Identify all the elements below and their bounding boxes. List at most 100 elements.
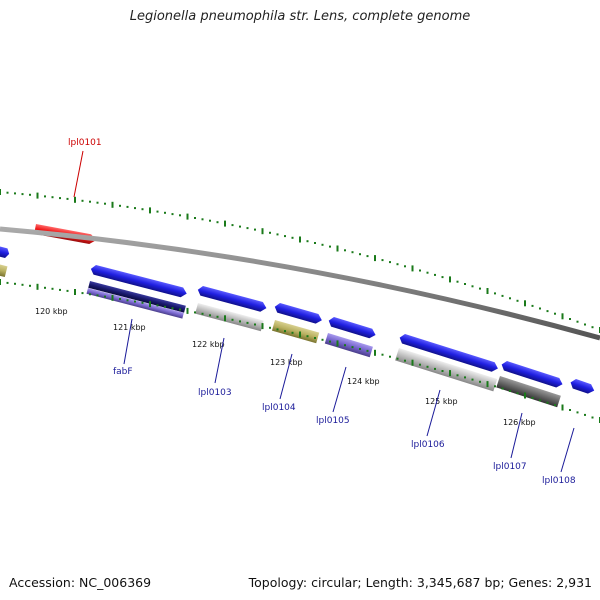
inner-dotted-ring xyxy=(0,279,600,423)
gene-lpl0103[interactable] xyxy=(197,285,268,313)
ring-dot xyxy=(539,307,541,310)
ring-dot xyxy=(134,207,136,210)
ring-dot xyxy=(306,335,309,338)
gene-lpl0104[interactable] xyxy=(273,302,323,325)
gene-label-lpl0108[interactable]: lpl0108 xyxy=(542,476,576,486)
ring-tick xyxy=(149,301,151,308)
ring-dot xyxy=(44,195,46,198)
ring-tick xyxy=(411,265,414,272)
ring-dot xyxy=(321,243,324,246)
ring-dot xyxy=(216,221,219,224)
ring-dot xyxy=(351,346,354,349)
gene-lpl0108[interactable] xyxy=(569,378,596,396)
ring-dot xyxy=(179,214,181,217)
category-bar-lpl0107-dark xyxy=(496,376,561,408)
gene-label-lpl0106[interactable]: lpl0106 xyxy=(411,440,445,450)
tick-label: 121 kbp xyxy=(113,323,146,332)
ring-dot xyxy=(179,308,181,311)
gene-label-lpl0101[interactable]: lpl0101 xyxy=(68,138,102,148)
ring-dot xyxy=(209,219,211,222)
ring-dot xyxy=(81,199,84,202)
ring-tick xyxy=(299,331,301,338)
ring-dot xyxy=(434,367,436,370)
gene-label-fabF[interactable]: fabF xyxy=(113,367,133,377)
ring-dot xyxy=(126,205,129,208)
ring-dot xyxy=(434,273,436,276)
gene-label-lpl0105[interactable]: lpl0105 xyxy=(316,416,350,426)
outer-dotted-ring xyxy=(0,189,600,333)
ring-dot xyxy=(14,192,16,195)
ring-dot xyxy=(6,281,9,284)
ring-dot xyxy=(164,211,166,214)
ring-dot xyxy=(239,320,241,323)
ring-dot xyxy=(306,240,309,243)
ring-dot xyxy=(59,197,61,200)
genome-summary-text: Topology: circular; Length: 3,345,687 bp… xyxy=(248,575,592,590)
ring-dot xyxy=(539,399,541,402)
ring-dot xyxy=(269,326,271,329)
ring-dot xyxy=(329,340,331,343)
ring-tick xyxy=(111,201,114,208)
ring-dot xyxy=(291,236,294,239)
ring-tick xyxy=(0,279,1,285)
ring-dot xyxy=(201,218,204,221)
ring-dot xyxy=(381,259,384,262)
tick-label: 123 kbp xyxy=(270,358,303,367)
tick-label: 124 kbp xyxy=(347,377,380,386)
ring-dot xyxy=(359,253,361,256)
ring-dot xyxy=(119,204,121,207)
ring-dot xyxy=(464,376,466,379)
gene-lpl0106[interactable] xyxy=(398,333,499,374)
ring-dot xyxy=(194,217,196,219)
ring-dot xyxy=(591,326,594,329)
accession-text: Accession: NC_006369 xyxy=(9,575,152,590)
gene-lpl0107[interactable] xyxy=(500,360,564,389)
ring-dot xyxy=(104,202,106,205)
ring-dot xyxy=(21,283,24,286)
ring-dot xyxy=(66,197,69,200)
ring-dot xyxy=(471,378,474,381)
gene-label-lpl0107[interactable]: lpl0107 xyxy=(493,462,527,472)
ring-dot xyxy=(344,249,346,252)
ring-dot xyxy=(396,263,399,266)
ring-tick xyxy=(336,340,339,347)
ring-dot xyxy=(89,293,91,296)
ring-dot xyxy=(479,287,481,290)
tick-label: 125 kbp xyxy=(425,397,458,406)
ring-tick xyxy=(561,404,564,411)
ring-dot xyxy=(51,287,54,290)
genome-backbone xyxy=(0,226,600,341)
ring-dot xyxy=(389,261,391,264)
ring-dot xyxy=(426,271,429,274)
ring-dot xyxy=(584,323,586,326)
ring-dot xyxy=(254,228,256,231)
gene-lpl0105[interactable] xyxy=(327,316,377,340)
ring-dot xyxy=(531,304,534,307)
category-bars xyxy=(0,262,561,408)
ring-dot xyxy=(456,280,459,283)
gene-label-lpl0104[interactable]: lpl0104 xyxy=(262,403,296,413)
ring-dot xyxy=(396,357,399,360)
ring-tick xyxy=(149,207,151,214)
ring-dot xyxy=(194,311,196,314)
ring-dot xyxy=(509,297,511,300)
ring-tick xyxy=(0,189,1,195)
gene-fabF[interactable] xyxy=(90,264,188,298)
category-bar-left-olive xyxy=(0,262,8,278)
ring-dot xyxy=(141,301,144,304)
ring-dot xyxy=(419,363,421,366)
ring-dot xyxy=(231,224,234,227)
ring-dot xyxy=(456,374,459,377)
ring-dot xyxy=(344,344,346,347)
ring-tick xyxy=(486,381,489,388)
gene-label-lpl0103[interactable]: lpl0103 xyxy=(198,388,232,398)
ring-tick xyxy=(524,300,526,307)
ring-dot xyxy=(441,276,444,279)
ring-tick xyxy=(374,349,376,356)
ring-tick xyxy=(449,370,451,377)
ring-dot xyxy=(584,413,586,416)
ring-dot xyxy=(464,283,466,285)
category-bar-lpl0103-grey xyxy=(195,303,264,332)
gene-left-partial[interactable] xyxy=(0,244,10,259)
